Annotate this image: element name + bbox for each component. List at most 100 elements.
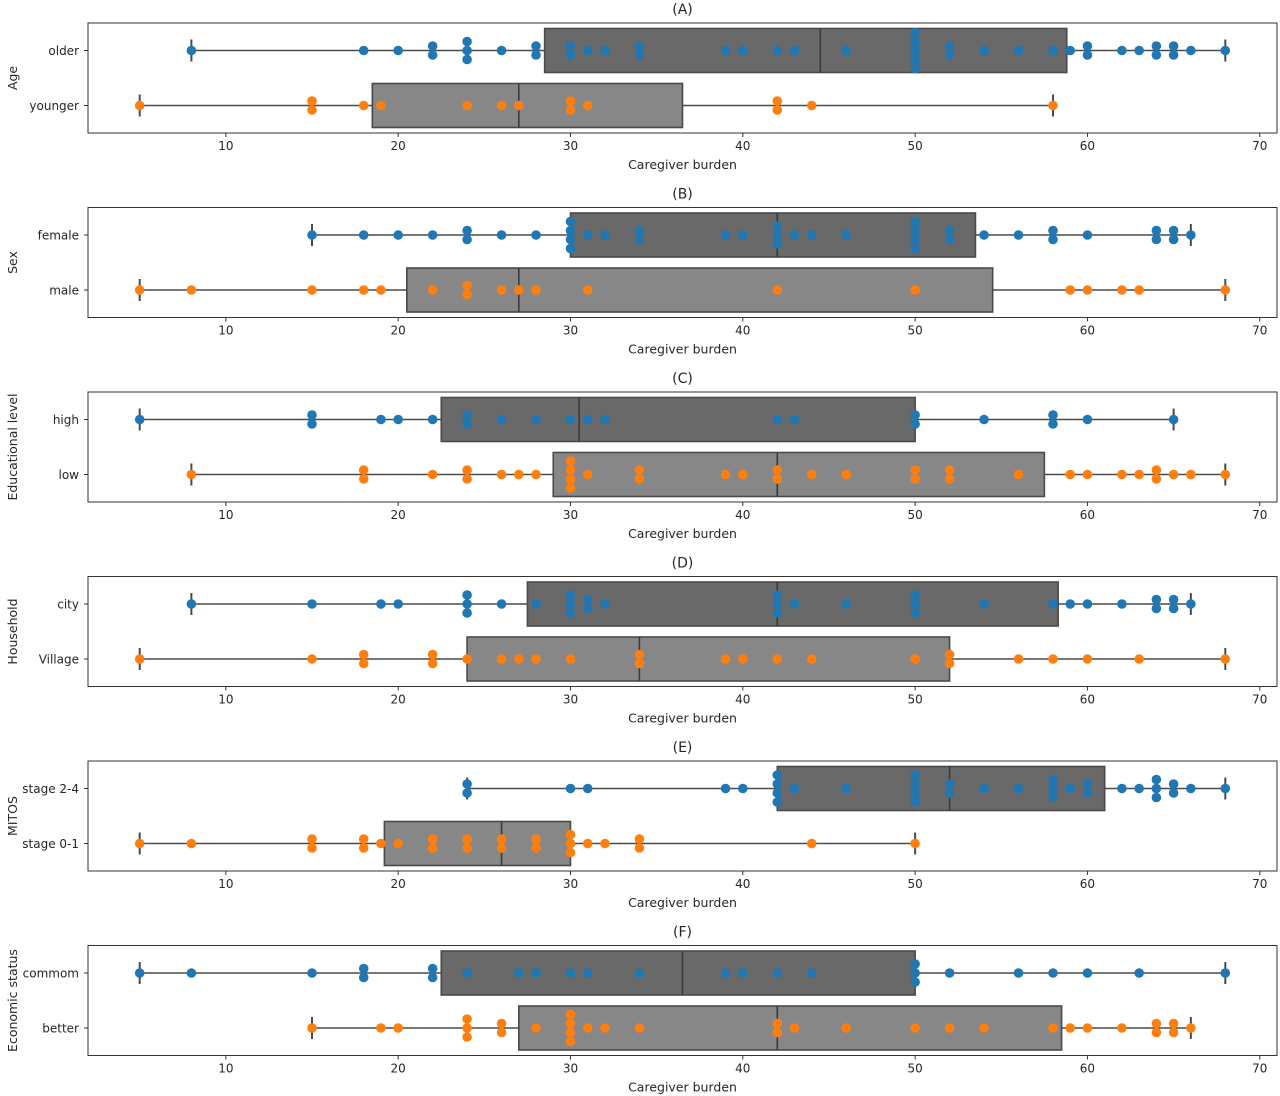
panel-4: (E) stage 2-4 stage 0-1 10 20 30 40 50 60 70 Careg… — [5, 740, 1278, 910]
data-point — [600, 230, 610, 240]
data-point — [307, 1023, 317, 1033]
data-point — [1082, 788, 1093, 798]
data-point — [582, 603, 593, 614]
data-point — [1134, 654, 1144, 664]
data-point — [496, 1027, 507, 1038]
data-point — [1082, 285, 1093, 295]
data-point — [307, 96, 317, 106]
x-tick-label: 40 — [735, 324, 750, 338]
data-point — [634, 1023, 645, 1033]
data-point — [462, 1023, 472, 1033]
data-point — [634, 50, 645, 60]
data-point — [462, 968, 472, 978]
y-axis-label: Age — [5, 66, 20, 90]
data-point — [462, 419, 472, 429]
box — [383, 820, 572, 867]
data-point — [531, 654, 541, 664]
data-point — [720, 968, 731, 978]
data-point — [910, 45, 920, 56]
data-point — [1048, 774, 1058, 785]
data-point — [944, 779, 955, 789]
data-point — [393, 1023, 403, 1033]
data-point — [531, 414, 541, 425]
x-tick-label: 50 — [907, 693, 922, 707]
data-point — [565, 465, 576, 475]
data-point — [496, 414, 507, 425]
data-point — [634, 834, 645, 844]
data-point — [393, 414, 403, 425]
data-point — [376, 285, 386, 295]
data-point — [1134, 783, 1144, 794]
x-tick-label: 20 — [391, 139, 406, 153]
data-point — [565, 847, 576, 858]
data-point — [496, 100, 507, 111]
data-point — [772, 96, 783, 106]
data-point — [910, 959, 920, 969]
data-point — [1082, 469, 1093, 480]
data-point — [944, 41, 955, 51]
x-tick-label: 70 — [1252, 508, 1267, 522]
data-point — [600, 414, 610, 425]
data-point — [772, 788, 783, 798]
data-point — [1220, 783, 1231, 794]
data-point — [462, 280, 472, 291]
data-point — [1151, 474, 1162, 484]
data-point — [772, 230, 783, 240]
data-point — [1168, 779, 1179, 789]
data-point — [358, 285, 369, 295]
data-point — [462, 654, 472, 664]
data-point — [531, 1023, 541, 1033]
data-point — [772, 654, 783, 664]
data-point — [979, 414, 989, 425]
data-point — [462, 590, 472, 600]
data-point — [720, 230, 731, 240]
data-point — [1117, 1023, 1127, 1033]
data-point — [910, 234, 920, 245]
data-point — [1065, 783, 1076, 794]
data-point — [565, 783, 576, 794]
data-point — [565, 456, 576, 466]
data-point — [358, 834, 369, 844]
data-point — [565, 483, 576, 493]
data-point — [944, 968, 955, 978]
data-point — [358, 45, 369, 56]
data-point — [496, 834, 507, 844]
panel-2: (C) high low 10 20 30 40 50 60 70 Caregiver burden… — [5, 371, 1278, 541]
panel-title: (F) — [673, 925, 692, 941]
x-tick-label: 40 — [735, 1062, 750, 1076]
data-point — [1065, 1023, 1076, 1033]
x-tick-label: 50 — [907, 1062, 922, 1076]
data-point — [772, 465, 783, 475]
data-point — [358, 100, 369, 111]
data-point — [186, 968, 197, 978]
data-point — [307, 599, 317, 609]
x-tick-label: 60 — [1080, 139, 1095, 153]
data-point — [910, 838, 920, 849]
data-point — [772, 797, 783, 807]
data-point — [1168, 41, 1179, 51]
x-tick-label: 30 — [563, 508, 578, 522]
y-tick-label: Village — [39, 653, 79, 667]
data-point — [944, 1023, 955, 1033]
data-point — [565, 474, 576, 484]
data-point — [358, 963, 369, 974]
data-point — [944, 788, 955, 798]
data-point — [720, 654, 731, 664]
data-point — [1186, 599, 1196, 609]
data-point — [1168, 1027, 1179, 1038]
data-point — [565, 838, 576, 849]
x-tick-label: 20 — [391, 1062, 406, 1076]
data-point — [462, 100, 472, 111]
y-axis-label: Economic status — [5, 949, 20, 1052]
data-point — [1013, 469, 1024, 480]
data-point — [738, 45, 748, 56]
panel-title: (E) — [673, 740, 693, 756]
data-point — [634, 465, 645, 475]
data-point — [134, 414, 145, 425]
data-point — [427, 469, 438, 480]
data-point — [789, 230, 800, 240]
data-point — [462, 465, 472, 475]
data-point — [582, 968, 593, 978]
x-tick-label: 10 — [218, 693, 233, 707]
y-axis-label: Sex — [5, 251, 20, 274]
